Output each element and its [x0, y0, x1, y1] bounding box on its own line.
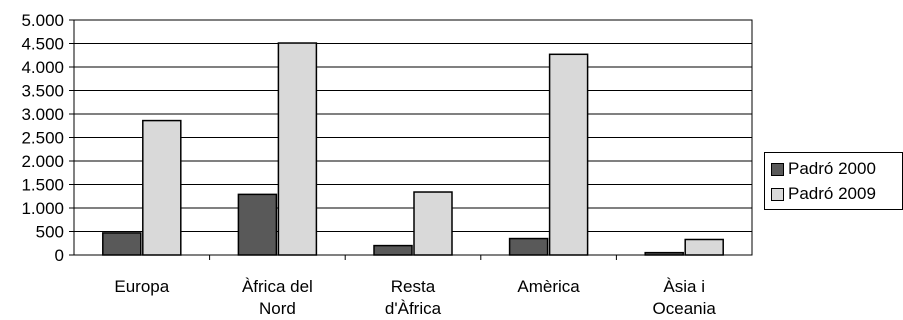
bar-series-1	[644, 251, 684, 256]
bar-series-1	[237, 193, 278, 256]
legend-item-series-1: Padró 2000	[771, 159, 876, 179]
x-tick-label: Àfrica del Nord	[242, 277, 313, 318]
y-tick-label: 4.500	[21, 35, 64, 54]
legend-swatch-series-2	[771, 187, 784, 201]
y-tick-label: 2.000	[21, 152, 64, 171]
x-tick-label: Resta d'Àfrica	[385, 277, 442, 318]
x-tick-label: Amèrica	[517, 277, 580, 296]
y-tick-label: 500	[36, 223, 64, 242]
legend-label-series-1: Padró 2000	[788, 159, 876, 178]
y-tick-label: 4.000	[21, 58, 64, 77]
bar-series-2	[277, 42, 318, 256]
y-tick-label: 2.500	[21, 129, 64, 148]
bar-series-1	[508, 237, 549, 256]
y-tick-label: 1.500	[21, 176, 64, 195]
legend: Padró 2000 Padró 2009	[764, 152, 903, 210]
y-tick-label: 3.500	[21, 82, 64, 101]
bar-series-2	[684, 238, 724, 256]
bar-series-1	[373, 244, 413, 256]
y-tick-label: 1.000	[21, 199, 64, 218]
bar-series-1	[102, 232, 142, 256]
y-tick-label: 3.000	[21, 105, 64, 124]
legend-item-series-2: Padró 2009	[771, 184, 876, 204]
x-tick-label: Europa	[114, 277, 169, 296]
bar-series-2	[142, 119, 182, 256]
y-tick-label: 5.000	[21, 11, 64, 30]
x-tick-label: Àsia i Oceania	[653, 277, 717, 318]
bar-series-2	[413, 191, 453, 256]
y-tick-label: 0	[55, 246, 64, 265]
bar-series-2	[548, 53, 589, 256]
legend-swatch-series-1	[771, 162, 784, 176]
legend-label-series-2: Padró 2009	[788, 184, 876, 203]
